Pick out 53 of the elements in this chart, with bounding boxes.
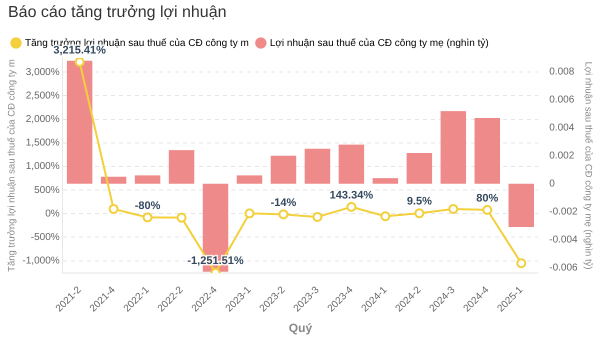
bar [134, 175, 160, 184]
y2-tick-label: 0.002 [549, 150, 575, 162]
point [346, 202, 356, 212]
point [448, 204, 458, 214]
bar [508, 184, 534, 228]
bar [66, 60, 92, 184]
data-label: 9.5% [406, 196, 432, 208]
data-label: 80% [476, 192, 499, 204]
y2-tick-label: 0 [549, 178, 556, 190]
bar [236, 175, 262, 184]
y-tick-label: 0% [45, 208, 60, 220]
bar [168, 150, 194, 184]
bar [338, 144, 364, 184]
point [142, 212, 153, 222]
y2-tick-label: 0.004 [549, 122, 575, 134]
y2-tick-label: 0.008 [549, 66, 575, 78]
data-label: 143.34% [330, 189, 374, 202]
chart-title: Báo cáo tăng trưởng lợi nhuận [7, 3, 228, 23]
y-tick-label: 500% [34, 184, 60, 196]
y-tick-label: 2,000% [26, 114, 60, 126]
bar [304, 148, 330, 184]
y-tick-label: 1,500% [26, 138, 60, 149]
y-axis-title: Tăng trưởng lợi nhuận sau thuế của CĐ công ty m [6, 59, 18, 272]
point [278, 209, 288, 220]
y2-tick-label: -0.002 [549, 206, 578, 218]
bar [372, 178, 398, 184]
point [516, 258, 526, 268]
point [414, 208, 424, 218]
y2-tick-label: -0.004 [549, 234, 578, 246]
y-tick-label: 2,500% [26, 90, 60, 102]
bar [100, 176, 126, 184]
data-label: -14% [270, 196, 297, 209]
point [312, 212, 322, 222]
y2-tick-label: 0.006 [549, 94, 575, 106]
bar [406, 152, 432, 184]
y-tick-label: 1,000% [26, 161, 60, 172]
point [108, 204, 119, 214]
bar [474, 118, 500, 184]
y-tick-label: 3,000% [26, 66, 60, 78]
point [176, 212, 187, 223]
legend-label: Lợi nhuận sau thuế của CĐ công ty mẹ (nghìn tỷ) [270, 38, 489, 49]
data-label: -80% [134, 200, 161, 212]
y-tick-label: -1,000% [22, 256, 60, 267]
y2-tick-label: -0.006 [549, 262, 578, 274]
bar [270, 156, 296, 184]
bar [440, 111, 466, 184]
y-tick-label: -500% [30, 232, 60, 243]
point [482, 204, 492, 215]
point [244, 208, 254, 218]
y2-axis-title: Lợi nhuận sau thuế của CĐ công ty mẹ (nghìn tỷ) [582, 62, 594, 270]
point [74, 58, 85, 67]
point [380, 211, 390, 222]
x-axis-title: Quý [288, 321, 312, 336]
